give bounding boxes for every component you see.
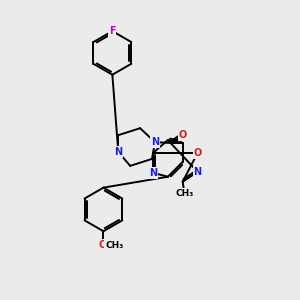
Text: O: O	[194, 148, 202, 158]
Text: CH₃: CH₃	[176, 189, 194, 198]
Text: N: N	[114, 147, 122, 157]
Text: O: O	[98, 240, 106, 250]
Text: N: N	[149, 168, 157, 178]
Text: N: N	[151, 137, 159, 147]
Text: O: O	[178, 130, 187, 140]
Text: CH₃: CH₃	[105, 241, 124, 250]
Text: N: N	[194, 167, 202, 177]
Text: F: F	[109, 26, 116, 36]
